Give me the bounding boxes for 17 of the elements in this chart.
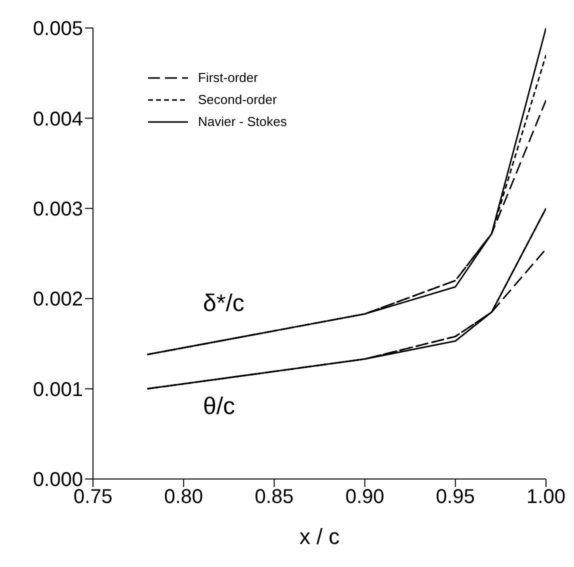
y-tick-label: 0.001	[32, 378, 83, 401]
y-tick-label: 0.003	[32, 198, 83, 220]
x-axis-title: x / c	[299, 524, 340, 549]
legend-label: First-order	[198, 70, 259, 85]
x-tick-label: 1.00	[526, 486, 566, 508]
legend-label: Second-order	[198, 92, 278, 107]
y-tick-label: 0.002	[32, 288, 83, 311]
x-tick-label: 0.75	[74, 486, 112, 508]
x-tick-label: 0.95	[436, 486, 475, 508]
x-tick-label: 0.90	[345, 486, 384, 508]
y-tick-label: 0.004	[32, 108, 83, 130]
x-tick-label: 0.85	[254, 486, 294, 508]
y-tick-label: 0.005	[32, 18, 83, 40]
annotation: δ*/c	[203, 290, 244, 318]
legend-label: Navier - Stokes	[198, 114, 288, 129]
x-tick-label: 0.80	[164, 486, 204, 508]
annotation: θ/c	[203, 393, 236, 421]
